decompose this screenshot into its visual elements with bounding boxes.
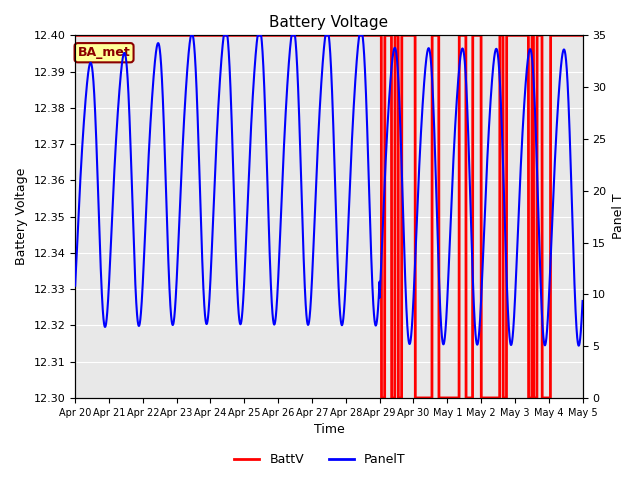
Y-axis label: Battery Voltage: Battery Voltage [15,168,28,265]
Legend: BattV, PanelT: BattV, PanelT [229,448,411,471]
X-axis label: Time: Time [314,423,344,436]
Y-axis label: Panel T: Panel T [612,194,625,240]
Title: Battery Voltage: Battery Voltage [269,15,388,30]
Text: BA_met: BA_met [77,46,131,59]
